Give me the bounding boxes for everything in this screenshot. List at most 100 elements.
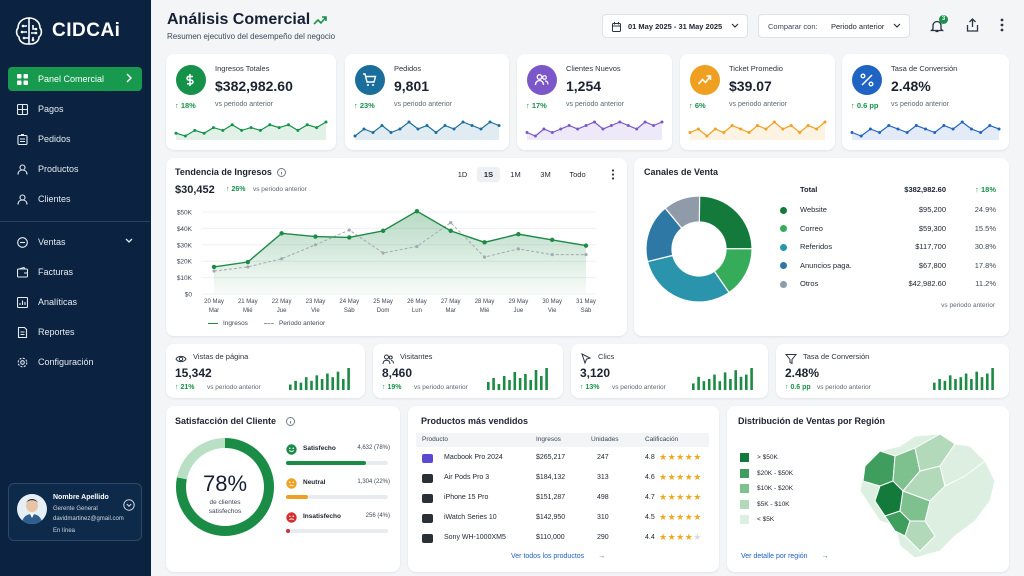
sidebar-item-label: Ventas	[38, 237, 66, 247]
top-products-card: Productos más vendidos Producto Ingresos…	[408, 406, 719, 572]
table-row[interactable]: iPhone 15 Pro $151,287 498 4.7 ★★★★★	[416, 491, 709, 507]
table-row[interactable]: Macbook Pro 2024 $265,217 247 4.8 ★★★★★	[416, 451, 709, 467]
data-point-ingresos[interactable]	[414, 208, 420, 214]
compare-label: Comparar con:	[768, 22, 818, 31]
channel-row[interactable]: Anuncios paga. $67,800 17.8%	[780, 261, 996, 273]
tab-1s[interactable]: 1S	[477, 167, 500, 182]
cart-badge	[355, 65, 385, 95]
data-point-ingresos[interactable]	[245, 259, 251, 265]
data-point-prev	[246, 265, 250, 269]
mini-bar	[310, 380, 313, 390]
sidebar-item-panel-comercial[interactable]: Panel Comercial	[8, 67, 142, 91]
sparkline-point	[914, 124, 918, 127]
percent-icon	[860, 73, 874, 87]
donut-slice[interactable]	[664, 195, 701, 230]
mini-bar	[331, 377, 334, 390]
mini-bar	[487, 382, 490, 390]
sidebar-item-analiticas[interactable]: Analíticas	[8, 290, 142, 314]
date-range-picker[interactable]: 01 May 2025 - 31 May 2025	[602, 14, 748, 38]
data-point-ingresos[interactable]	[583, 243, 589, 248]
data-point-ingresos[interactable]	[482, 240, 487, 245]
channel-row[interactable]: Correo $59,300 15.5%	[780, 224, 996, 236]
sidebar-item-reportes[interactable]: Reportes	[8, 320, 142, 344]
channel-row[interactable]: Referidos $117,700 30.8%	[780, 242, 996, 254]
satisfaction-caption: de clientes satisfechos	[208, 499, 242, 515]
sparkline-point	[905, 131, 909, 134]
user-card[interactable]: Nombre Apellido Gerente General davidmar…	[8, 483, 142, 541]
grid-icon	[17, 73, 28, 85]
mini-metric-delta-value: 19%	[387, 384, 402, 391]
data-point-ingresos[interactable]	[279, 231, 284, 236]
product-rating: 4.6	[645, 474, 655, 481]
info-icon[interactable]	[277, 168, 286, 177]
person-icon	[17, 163, 28, 175]
revenue-delta: ↑ 26%	[226, 186, 246, 193]
notifications-button[interactable]: 3	[929, 15, 948, 35]
sparkline-point	[593, 120, 596, 124]
sidebar-item-pagos[interactable]: Pagos	[8, 97, 142, 121]
tab-3m[interactable]: 3M	[540, 170, 551, 179]
x-tick-label: Mié	[480, 308, 490, 314]
tab-1m[interactable]: 1M	[510, 170, 521, 179]
mini-bar	[540, 376, 543, 390]
brand-logo[interactable]: CIDCAi	[12, 14, 120, 48]
channels-donut-chart	[645, 195, 753, 303]
data-point-ingresos[interactable]	[347, 235, 352, 240]
table-row[interactable]: Sony WH-1000XM5 $110,000 290 4.4 ★★★★★	[416, 531, 709, 547]
sparkline-point	[425, 124, 429, 127]
tab-todo[interactable]: Todo	[569, 170, 586, 179]
sparkline-point	[287, 123, 290, 127]
sidebar-item-configuracion[interactable]: Configuración	[8, 350, 142, 374]
mini-bar	[513, 372, 517, 390]
mini-metric-delta-value: 21%	[180, 384, 195, 391]
donut-slice[interactable]	[646, 254, 730, 303]
date-range-value: 01 May 2025 - 31 May 2025	[628, 22, 723, 31]
data-point-ingresos[interactable]	[380, 228, 386, 234]
data-point-ingresos[interactable]	[448, 228, 453, 234]
view-all-products-link[interactable]: Ver todos los productos →	[511, 553, 606, 560]
channel-row[interactable]: Otros $42,982.60 11.2%	[780, 279, 996, 291]
sidebar-item-facturas[interactable]: Facturas	[8, 260, 142, 284]
mini-bar	[991, 368, 994, 390]
channel-row[interactable]: Website $95,200 24.9%	[780, 205, 996, 217]
data-point-ingresos[interactable]	[211, 264, 217, 270]
compare-select[interactable]: Comparar con: Periodo anterior	[758, 14, 910, 38]
donut-slice[interactable]	[698, 195, 753, 250]
mini-bar-chart	[487, 368, 548, 390]
x-tick-label: Mar	[446, 308, 456, 314]
sidebar-item-productos[interactable]: Productos	[8, 157, 142, 181]
sidebar-item-clientes[interactable]: Clientes	[8, 187, 142, 211]
more-vertical-icon[interactable]	[611, 169, 615, 180]
kpi-delta: ↑ 17%	[526, 101, 547, 110]
sparkline-point	[249, 126, 253, 130]
tab-1d[interactable]: 1D	[457, 170, 468, 179]
share-icon[interactable]	[966, 18, 979, 32]
more-vertical-icon[interactable]	[1000, 18, 1004, 32]
sidebar-item-pedidos[interactable]: Pedidos	[8, 127, 142, 151]
legend-dot	[780, 243, 787, 251]
data-point-ingresos[interactable]	[549, 237, 555, 243]
sparkline-point	[174, 131, 178, 135]
sidebar-item-ventas[interactable]: Ventas	[8, 230, 142, 254]
sidebar-item-label: Productos	[38, 164, 79, 174]
info-icon[interactable]	[286, 417, 295, 426]
data-point-prev	[516, 247, 520, 251]
kpi-delta: ↑ 23%	[354, 101, 375, 110]
table-row[interactable]: iWatch Series 10 $142,950 310 4.5 ★★★★★	[416, 511, 709, 527]
table-row[interactable]: Air Pods Pro 3 $184,132 313 4.6 ★★★★★	[416, 471, 709, 487]
satisfaction-row: Neutral 1,304 (22%)	[286, 478, 390, 504]
page-subtitle: Resumen ejecutivo del desempeño del nego…	[167, 32, 336, 41]
kpi-value: 9,801	[394, 78, 430, 94]
data-point-ingresos[interactable]	[516, 231, 521, 237]
sparkline-point	[635, 127, 639, 131]
chevron-down-icon[interactable]	[123, 499, 135, 511]
sparkline-point	[652, 124, 656, 127]
data-point-ingresos[interactable]	[313, 234, 318, 239]
satisfaction-count: 4,632 (78%)	[357, 445, 390, 451]
view-region-detail-link[interactable]: Ver detalle por región →	[741, 553, 829, 560]
x-tick-label: Vie	[311, 308, 320, 314]
sparkline-point	[389, 131, 393, 134]
channel-name: Referidos	[800, 242, 833, 251]
legend-label: $5K - $10K	[757, 500, 790, 508]
sidebar-item-label: Reportes	[38, 327, 75, 337]
